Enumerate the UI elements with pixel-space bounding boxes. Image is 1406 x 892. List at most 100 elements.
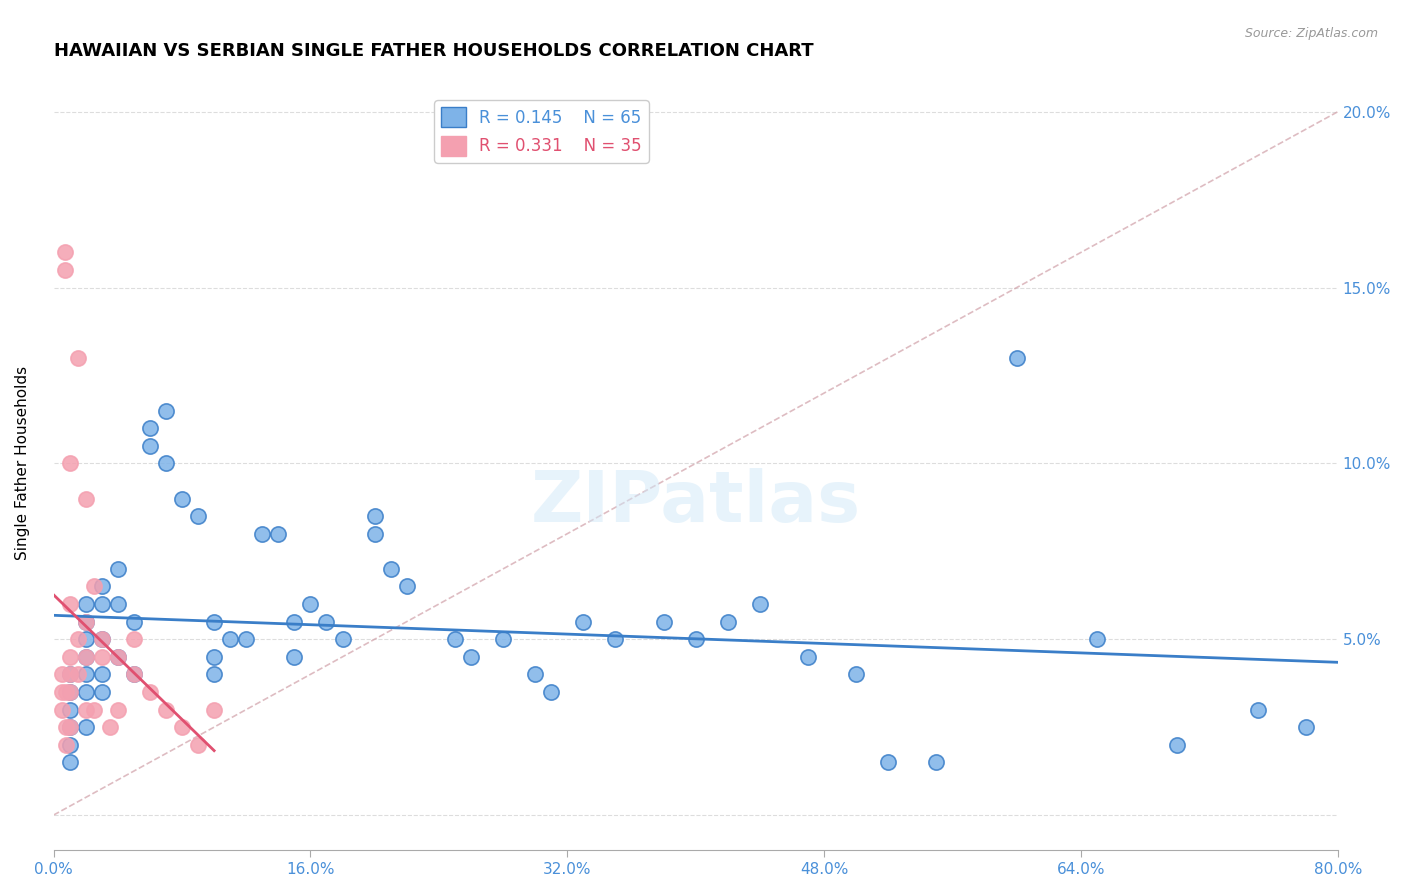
Point (75, 685, 97, 699)
Point (492, 632, 515, 647)
Point (107, 562, 129, 576)
Point (59, 597, 82, 611)
Text: ZIPatlas: ZIPatlas (530, 467, 860, 537)
Point (83, 702, 105, 716)
Point (299, 597, 322, 611)
Point (75, 720, 97, 734)
Point (363, 509, 385, 524)
Point (75, 615, 97, 629)
Point (155, 702, 177, 716)
Point (1085, 632, 1108, 647)
Point (59, 738, 82, 752)
Point (59, 456, 82, 470)
Point (75, 632, 97, 647)
Legend: R = 0.145    N = 65, R = 0.331    N = 35: R = 0.145 N = 65, R = 0.331 N = 35 (434, 101, 648, 162)
Point (107, 649, 129, 664)
Point (283, 649, 305, 664)
Point (122, 667, 145, 681)
Point (53, 245, 76, 260)
Point (55, 738, 77, 752)
Point (107, 702, 129, 716)
Point (55, 720, 77, 734)
Point (53, 263, 76, 277)
Point (748, 597, 770, 611)
Point (187, 509, 209, 524)
Point (797, 649, 820, 664)
Point (90, 597, 112, 611)
Point (75, 615, 97, 629)
Point (1166, 738, 1188, 752)
Point (59, 649, 82, 664)
Point (51, 685, 73, 699)
Point (572, 615, 595, 629)
Point (59, 702, 82, 716)
Point (332, 632, 354, 647)
Point (75, 649, 97, 664)
Point (925, 756, 948, 770)
Point (55, 685, 77, 699)
Point (202, 667, 225, 681)
Point (51, 702, 73, 716)
Point (155, 403, 177, 417)
Point (252, 526, 274, 541)
Point (170, 491, 193, 506)
Point (877, 756, 900, 770)
Point (605, 632, 627, 647)
Point (283, 615, 305, 629)
Point (363, 526, 385, 541)
Point (1295, 720, 1317, 734)
Point (380, 562, 402, 576)
Point (460, 649, 482, 664)
Point (845, 667, 868, 681)
Point (524, 667, 547, 681)
Point (59, 756, 82, 770)
Point (59, 667, 82, 681)
Point (90, 579, 112, 593)
Point (83, 579, 105, 593)
Point (75, 702, 97, 716)
Point (139, 685, 162, 699)
Point (75, 667, 97, 681)
Point (540, 685, 562, 699)
Point (90, 632, 112, 647)
Text: Source: ZipAtlas.com: Source: ZipAtlas.com (1244, 27, 1378, 40)
Point (202, 649, 225, 664)
Point (652, 615, 675, 629)
Point (66, 632, 89, 647)
Point (107, 597, 129, 611)
Point (90, 632, 112, 647)
Point (90, 667, 112, 681)
Point (267, 526, 290, 541)
Point (59, 667, 82, 681)
Point (75, 649, 97, 664)
Point (90, 649, 112, 664)
Point (444, 632, 467, 647)
Y-axis label: Single Father Households: Single Father Households (15, 367, 30, 560)
Point (139, 421, 162, 435)
Point (155, 456, 177, 470)
Point (395, 579, 418, 593)
Point (59, 685, 82, 699)
Point (59, 720, 82, 734)
Point (202, 615, 225, 629)
Point (170, 720, 193, 734)
Point (75, 491, 97, 506)
Point (122, 615, 145, 629)
Point (122, 632, 145, 647)
Point (315, 615, 337, 629)
Text: HAWAIIAN VS SERBIAN SINGLE FATHER HOUSEHOLDS CORRELATION CHART: HAWAIIAN VS SERBIAN SINGLE FATHER HOUSEH… (53, 42, 813, 60)
Point (139, 439, 162, 453)
Point (98, 720, 121, 734)
Point (717, 615, 740, 629)
Point (51, 667, 73, 681)
Point (685, 632, 707, 647)
Point (107, 649, 129, 664)
Point (122, 667, 145, 681)
Point (1005, 351, 1028, 365)
Point (219, 632, 242, 647)
Point (66, 667, 89, 681)
Point (202, 702, 225, 716)
Point (187, 738, 209, 752)
Point (59, 720, 82, 734)
Point (90, 685, 112, 699)
